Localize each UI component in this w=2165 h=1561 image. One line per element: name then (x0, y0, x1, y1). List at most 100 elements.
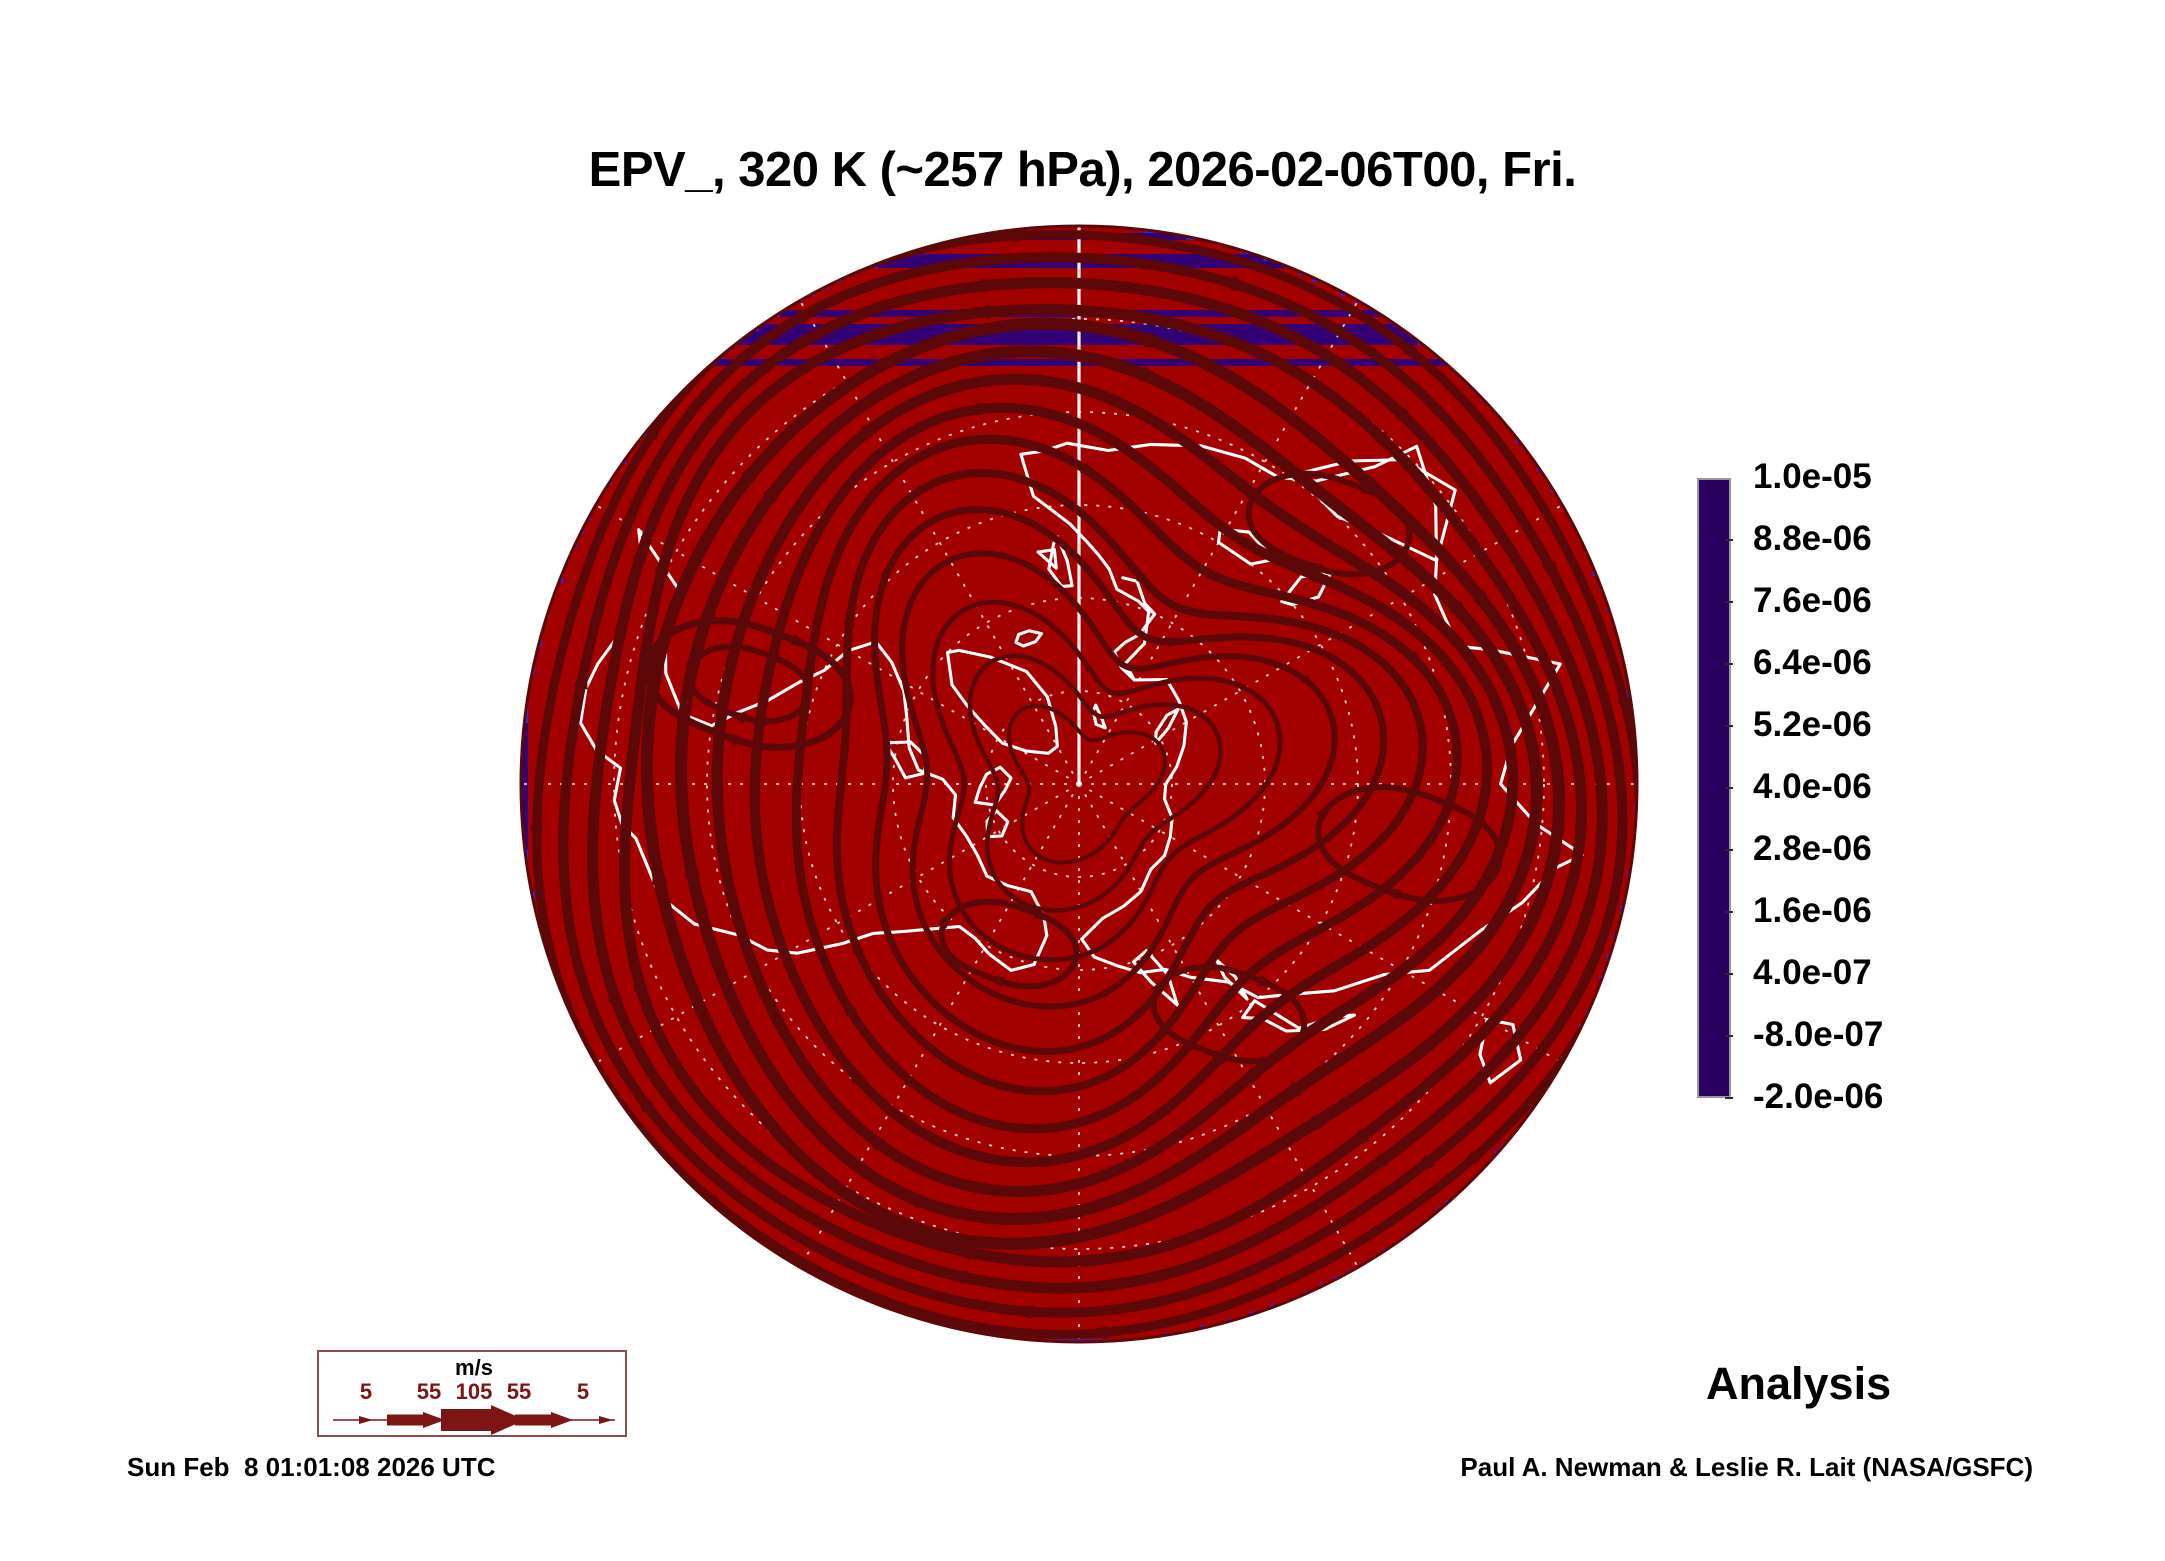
streamline-arrowhead (843, 602, 855, 626)
colorbar-tick-label: 4.0e-06 (1753, 769, 1872, 804)
coastline-path (1019, 441, 1585, 1000)
coastline-path (1478, 1018, 1523, 1085)
colorbar-tick-label: 2.8e-06 (1753, 831, 1872, 866)
streamline (686, 643, 812, 725)
streamline (619, 304, 1587, 1268)
streamline-arrowhead (1617, 697, 1631, 726)
wind-legend-tick-label: 55 (507, 1379, 531, 1405)
streamline (675, 345, 1543, 1225)
streamline-arrowhead (1033, 908, 1057, 923)
streamline-arrowhead (873, 877, 883, 899)
streamline-arrowhead (752, 697, 766, 727)
streamline-arrowhead (1038, 907, 1053, 914)
streamline-arrowhead (770, 651, 793, 666)
coastline-path (1014, 629, 1044, 648)
streamline-arrowhead (633, 960, 648, 992)
colorbar-tick-label: 4.0e-07 (1753, 955, 1872, 990)
colorbar-tick (1725, 663, 1733, 665)
streamline-arrowhead (914, 806, 923, 825)
streamline (1150, 963, 1308, 1065)
streamline-arrowhead (1406, 651, 1428, 674)
streamline-arrowhead (985, 304, 1016, 320)
wind-legend-tick-label: 105 (456, 1379, 493, 1405)
streamline-arrowhead (1378, 887, 1402, 900)
coastline-path (1294, 458, 1457, 563)
streamline-arrowhead (723, 710, 747, 724)
colorbar: 1.0e-05 8.8e-06 7.6e-06 6.4e-06 5.2e-06 4.0e-… (1697, 459, 2117, 1114)
streamline-arrowhead (710, 763, 725, 794)
streamline-arrowhead (880, 559, 894, 580)
streamline-arrowhead (654, 543, 670, 575)
wind-arrow-part (387, 1414, 423, 1426)
streamline-arrowhead (1257, 975, 1281, 990)
globe-outline (519, 224, 1639, 1344)
streamline-arrowhead (1174, 1039, 1196, 1062)
colorbar-tick-label: 1.6e-06 (1753, 893, 1872, 928)
streamline (930, 599, 1283, 963)
streamline-arrowhead (1403, 343, 1429, 367)
streamline-arrowhead (684, 844, 701, 879)
streamline (644, 617, 854, 751)
streamline-arrowhead (1542, 561, 1563, 592)
analysis-label: Analysis (1706, 1358, 1891, 1410)
streamline-arrowhead (1090, 988, 1108, 1000)
streamline-arrowhead (716, 732, 740, 746)
streamline-arrowhead (1012, 229, 1040, 243)
streamline (871, 506, 1388, 1055)
wind-arrow-part (599, 1416, 613, 1424)
streamline-arrowhead (1246, 483, 1265, 504)
streamline-arrowhead (881, 1214, 915, 1235)
streamline (791, 434, 1462, 1134)
streamline-arrowhead (1270, 1082, 1302, 1108)
coastline-path (985, 809, 1010, 839)
streamline-arrowhead (1301, 675, 1317, 691)
wind-legend-unit-label: m/s (319, 1355, 629, 1381)
streamline-arrowhead (1031, 850, 1043, 861)
streamline (832, 469, 1427, 1096)
streamline-arrowhead (982, 974, 1006, 988)
colorbar-tick-label: -2.0e-06 (1753, 1079, 1883, 1114)
streamline-arrowhead (857, 1126, 886, 1152)
colorbar-tick-label: 7.6e-06 (1753, 583, 1872, 618)
colorbar-tick-label: -8.0e-07 (1753, 1017, 1883, 1052)
streamline (1245, 470, 1413, 578)
streamline-arrowhead (1168, 637, 1189, 647)
streamline-arrowhead (1085, 664, 1097, 680)
colorbar-tick (1725, 725, 1733, 727)
streamline-arrowhead (606, 972, 623, 1003)
colorbar-tick (1725, 539, 1733, 541)
streamline-arrowhead (1144, 332, 1178, 351)
coastline-path (1036, 548, 1058, 570)
colorbar-tick (1725, 1097, 1733, 1099)
streamlines (532, 230, 1637, 1339)
streamline-arrowhead (1455, 1150, 1481, 1174)
streamline-arrowhead (938, 907, 957, 929)
streamline-arrowhead (646, 635, 666, 657)
coastline-path (1154, 707, 1180, 745)
wind-arrow-part (441, 1409, 491, 1431)
wind-speed-legend: m/s 5 55 105 55 5 (317, 1350, 627, 1437)
streamline-arrowhead (762, 473, 789, 504)
streamline-arrowhead (980, 278, 1012, 294)
streamline-arrowhead (1029, 702, 1043, 709)
wind-arrow-part (515, 1414, 551, 1426)
colorbar-tick-label: 8.8e-06 (1753, 521, 1872, 556)
streamline-arrowhead (1445, 798, 1469, 813)
streamline-arrowhead (1079, 462, 1104, 482)
streamline-arrowhead (1201, 1049, 1224, 1062)
streamline-arrowhead (741, 453, 769, 484)
streamline (938, 898, 1080, 990)
streamline-arrowhead (693, 1184, 719, 1208)
streamline (749, 402, 1493, 1168)
streamline-arrowhead (850, 931, 864, 955)
wind-arrow-scale-icon (333, 1405, 615, 1435)
streamline-arrowhead (1079, 1326, 1108, 1340)
streamline-arrowhead (1340, 1128, 1370, 1153)
streamline (1315, 784, 1503, 904)
streamline-arrowhead (685, 650, 704, 672)
streamline (967, 653, 1223, 913)
wind-legend-tick-label: 55 (417, 1379, 441, 1405)
streamline-arrowhead (790, 634, 814, 649)
streamline-arrowhead (942, 1246, 974, 1261)
